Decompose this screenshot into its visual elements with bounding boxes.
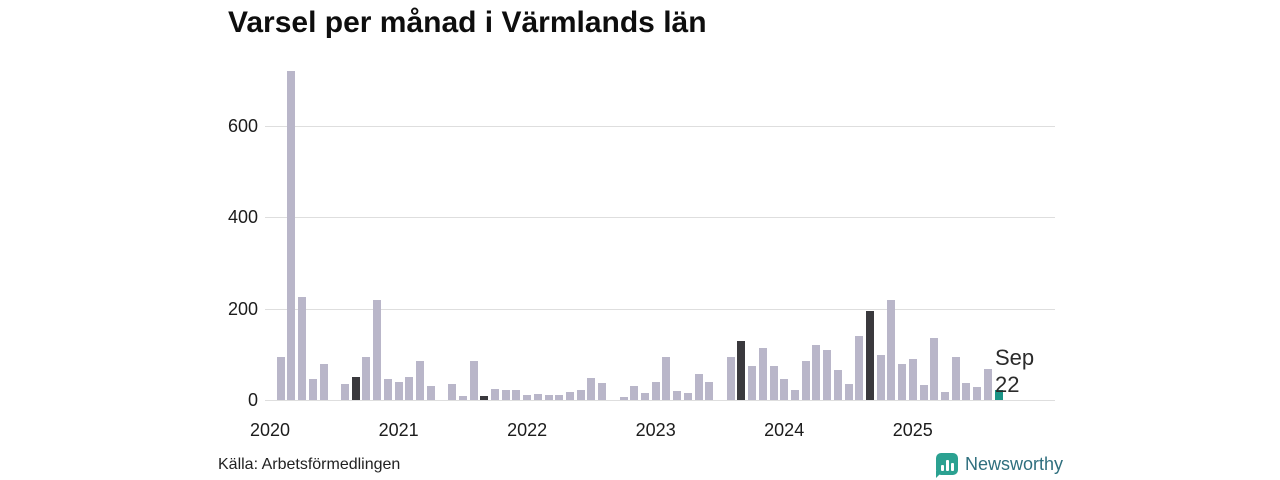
bar-2021-10 xyxy=(491,389,499,400)
bar-2025-03 xyxy=(930,338,939,400)
bar-2022-10 xyxy=(619,397,628,400)
bar-2023-12 xyxy=(769,365,778,400)
logo-bar xyxy=(950,463,954,471)
bar-2025-02 xyxy=(919,384,928,400)
x-axis-year-label-2022: 2022 xyxy=(507,420,548,440)
x-axis-year-label-2023: 2023 xyxy=(635,420,676,440)
bar-2024-10 xyxy=(876,355,885,400)
bar-2024-11 xyxy=(887,299,896,400)
brand-logo: Newsworthy xyxy=(936,453,1064,478)
logo-bar xyxy=(945,460,949,471)
y-axis-tick-label: 400 xyxy=(227,207,258,228)
bar-2021-08 xyxy=(469,361,478,400)
bar-2025-06 xyxy=(962,382,971,400)
bar-2024-09 xyxy=(865,310,874,400)
bar-2024-07 xyxy=(844,384,853,400)
bar-2024-02 xyxy=(790,390,799,400)
bar-2022-07 xyxy=(587,378,596,400)
bar-2024-03 xyxy=(801,361,810,400)
bar-2025-01 xyxy=(908,358,917,400)
y-axis-tick-label: 600 xyxy=(227,116,258,136)
bar-2022-06 xyxy=(576,390,585,400)
bar-2021-02 xyxy=(405,377,414,400)
bar-2022-02 xyxy=(533,394,542,400)
x-axis-year-label-2021: 2021 xyxy=(378,420,419,440)
gridline-y-0 xyxy=(265,400,1055,401)
bar-2024-06 xyxy=(833,370,842,400)
source-note: Källa: Arbetsförmedlingen xyxy=(218,456,401,473)
bar-2021-04 xyxy=(426,386,435,400)
bar-2021-12 xyxy=(512,390,521,400)
bar-2020-10 xyxy=(362,356,371,400)
chart-title: Varsel per månad i Värmlands län xyxy=(228,6,707,39)
x-axis-year-label-2020: 2020 xyxy=(249,420,291,440)
bar-2024-04 xyxy=(812,345,821,400)
bar-2021-03 xyxy=(416,361,424,400)
x-axis-year-label-2024: 2024 xyxy=(764,420,805,440)
bar-2021-01 xyxy=(394,381,403,400)
bar-2020-03 xyxy=(287,71,296,400)
gridline-y-400 xyxy=(265,217,1055,219)
bar-2021-06 xyxy=(448,384,457,400)
gridline-y-200 xyxy=(265,308,1055,310)
bar-2022-01 xyxy=(523,394,532,400)
bar-2020-04 xyxy=(298,297,307,400)
bar-2025-05 xyxy=(951,356,960,400)
bar-2020-08 xyxy=(341,384,349,400)
bar-2023-02 xyxy=(662,356,671,400)
bar-2024-08 xyxy=(855,336,864,400)
bar-2020-11 xyxy=(373,299,382,400)
y-axis-tick-label: 200 xyxy=(227,298,258,319)
bar-2023-11 xyxy=(758,347,767,400)
bar-2024-12 xyxy=(898,364,907,400)
bar-2020-09 xyxy=(351,377,360,400)
bar-2022-11 xyxy=(630,386,639,400)
current-bar-label: Sep 22 xyxy=(995,344,1034,398)
bar-2023-04 xyxy=(683,393,692,400)
bar-2021-07 xyxy=(458,395,467,400)
bar-chart-bubble-icon xyxy=(936,453,958,478)
bar-2020-12 xyxy=(383,379,392,400)
bar-2022-05 xyxy=(566,392,574,400)
current-bar-label-value: 22 xyxy=(995,372,1020,397)
bar-2022-03 xyxy=(544,395,553,400)
bar-2021-09 xyxy=(480,396,489,400)
logo-bar xyxy=(940,465,944,471)
bar-2020-05 xyxy=(308,379,317,400)
bar-2022-08 xyxy=(598,382,607,400)
bar-2023-01 xyxy=(651,381,660,400)
bar-2025-04 xyxy=(940,391,949,400)
current-bar-label-month: Sep xyxy=(995,345,1035,370)
bar-2023-08 xyxy=(726,356,735,400)
bar-2023-09 xyxy=(737,340,746,400)
bar-2023-10 xyxy=(748,365,757,400)
bar-2022-04 xyxy=(555,394,564,400)
bar-2024-05 xyxy=(823,349,832,400)
bar-2025-07 xyxy=(973,386,981,400)
bar-2023-05 xyxy=(694,373,703,400)
bar-2023-06 xyxy=(705,381,714,400)
bar-2023-03 xyxy=(673,390,682,400)
x-axis-year-label-2025: 2025 xyxy=(892,420,933,440)
y-axis-tick-label: 0 xyxy=(247,390,258,410)
bar-2020-02 xyxy=(276,356,285,400)
bar-2025-09 xyxy=(994,390,1003,400)
gridline-y-600 xyxy=(265,126,1055,127)
brand-name: Newsworthy xyxy=(965,453,1064,474)
bar-2021-11 xyxy=(501,390,510,400)
bar-2022-12 xyxy=(640,393,649,400)
bar-2020-06 xyxy=(319,363,328,400)
bar-2025-08 xyxy=(983,369,992,400)
bar-2024-01 xyxy=(780,379,789,400)
